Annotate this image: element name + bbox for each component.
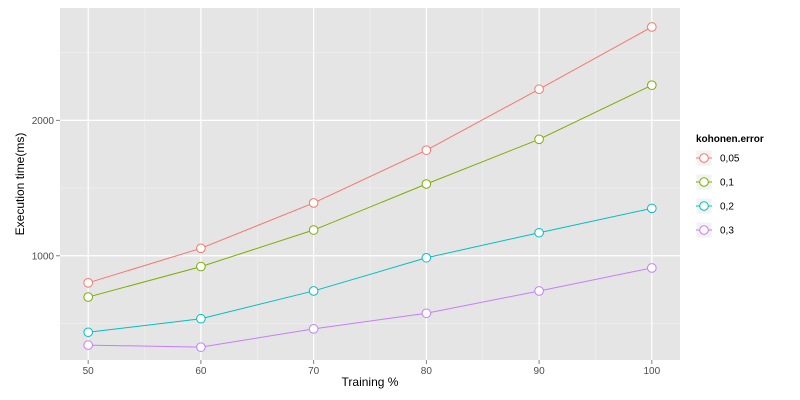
data-point (83, 327, 93, 338)
series-layer (83, 22, 657, 352)
data-point (534, 227, 544, 238)
legend-item: 0,3 (695, 221, 734, 239)
legend-item: 0,1 (695, 173, 734, 191)
data-point (534, 134, 544, 145)
legend-label: 0,1 (720, 178, 734, 189)
data-point (421, 252, 432, 263)
data-point (196, 342, 206, 352)
legend-title: kohonen.error (696, 134, 764, 145)
data-point (308, 324, 319, 334)
x-tick-label: 70 (308, 366, 320, 377)
legend-label: 0,05 (720, 154, 740, 165)
data-point (308, 225, 319, 235)
legend: kohonen.error 0,05 0,1 0,2 0,3 (695, 134, 764, 239)
data-point (534, 84, 544, 95)
data-point (421, 145, 432, 155)
data-point (534, 286, 544, 296)
data-point (196, 313, 206, 324)
legend-label: 0,2 (720, 202, 734, 213)
series-line (88, 26, 653, 284)
data-point (83, 340, 93, 350)
legend-item: 0,2 (695, 197, 734, 215)
major-gridlines (60, 8, 680, 360)
legend-label: 0,3 (720, 226, 734, 237)
data-point (647, 203, 657, 214)
x-tick-label: 90 (534, 366, 546, 377)
data-point (196, 243, 206, 254)
minor-gridlines (60, 8, 680, 360)
y-tick-label: 2000 (32, 116, 55, 127)
legend-key-point (699, 177, 709, 187)
data-point (647, 80, 657, 90)
series-0-05 (83, 22, 657, 288)
x-tick-label: 60 (195, 366, 207, 377)
data-point (421, 179, 432, 189)
data-point (83, 292, 93, 302)
data-point (647, 263, 657, 273)
data-point (308, 286, 319, 296)
series-line (88, 267, 652, 348)
series-line (88, 84, 653, 298)
data-point (196, 261, 206, 272)
y-axis-title: Execution time(ms) (13, 133, 27, 236)
data-point (647, 22, 657, 32)
x-axis-title: Training % (342, 375, 399, 389)
legend-items: 0,05 0,1 0,2 0,3 (695, 149, 740, 239)
legend-key-point (699, 153, 709, 163)
data-point (421, 308, 432, 319)
series-0-1 (83, 80, 657, 302)
data-point (308, 198, 319, 208)
y-tick-label: 1000 (32, 251, 55, 262)
x-tick-label: 80 (421, 366, 433, 377)
data-point (83, 278, 93, 288)
legend-key-point (699, 201, 709, 211)
series-0-2 (83, 203, 657, 338)
series-0-3 (83, 263, 657, 352)
series-line (88, 207, 652, 333)
x-tick-label: 50 (83, 366, 95, 377)
y-axis-ticks: 1000 2000 (32, 116, 60, 262)
legend-item: 0,05 (695, 149, 740, 167)
legend-key-point (699, 225, 709, 235)
x-tick-label: 100 (643, 366, 660, 377)
x-axis-ticks: 50 60 70 80 90 100 (83, 360, 661, 377)
